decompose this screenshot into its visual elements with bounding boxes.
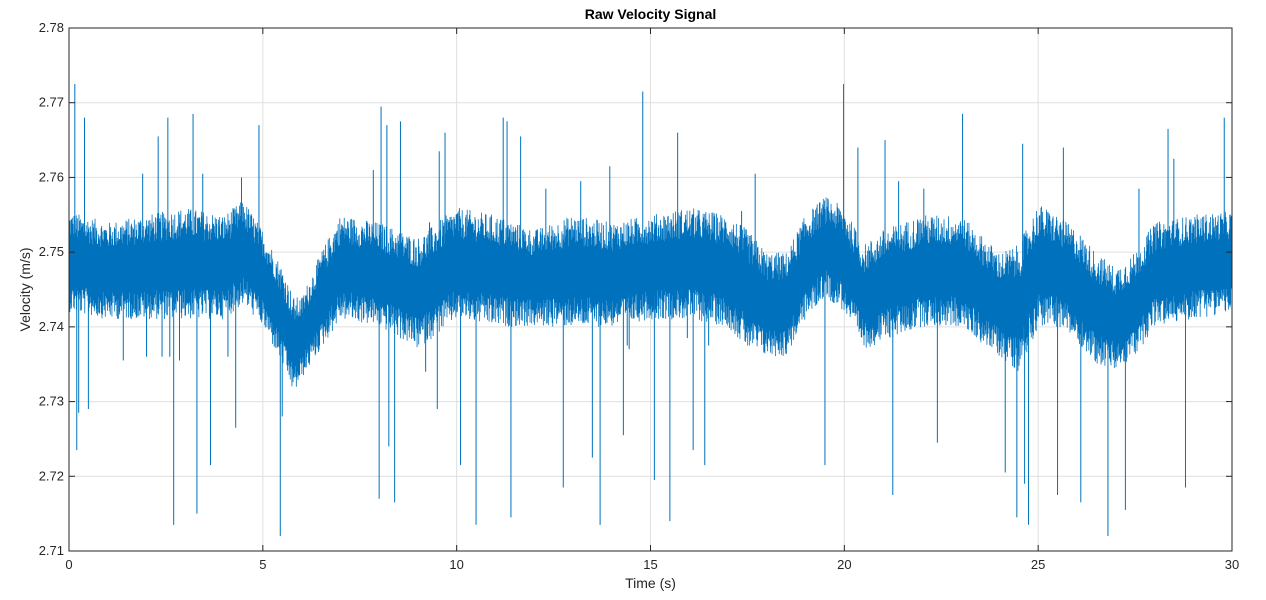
y-tick-label: 2.74 xyxy=(39,319,64,334)
y-tick-label: 2.76 xyxy=(39,169,64,184)
x-tick-label: 25 xyxy=(1031,557,1045,572)
x-tick-label: 15 xyxy=(643,557,657,572)
plot-area xyxy=(68,84,1233,537)
y-axis-label: Velocity (m/s) xyxy=(17,247,33,331)
y-tick-label: 2.75 xyxy=(39,244,64,259)
velocity-signal-line xyxy=(68,197,1233,387)
axis-ticks: 0 5 10 15 20 25 30 2.71 2.72 2.73 2.74 2.75 2.76 2.77… xyxy=(39,20,1240,572)
y-tick-label: 2.73 xyxy=(39,394,64,409)
y-tick-label: 2.71 xyxy=(39,543,64,558)
x-tick-label: 0 xyxy=(65,557,72,572)
y-tick-label: 2.78 xyxy=(39,20,64,35)
x-tick-label: 10 xyxy=(449,557,463,572)
y-tick-label: 2.77 xyxy=(39,95,64,110)
y-tick-label: 2.72 xyxy=(39,468,64,483)
x-tick-label: 5 xyxy=(259,557,266,572)
x-tick-label: 20 xyxy=(837,557,851,572)
x-axis-label: Time (s) xyxy=(625,575,676,591)
x-tick-label: 30 xyxy=(1225,557,1239,572)
chart-title: Raw Velocity Signal xyxy=(585,6,717,22)
